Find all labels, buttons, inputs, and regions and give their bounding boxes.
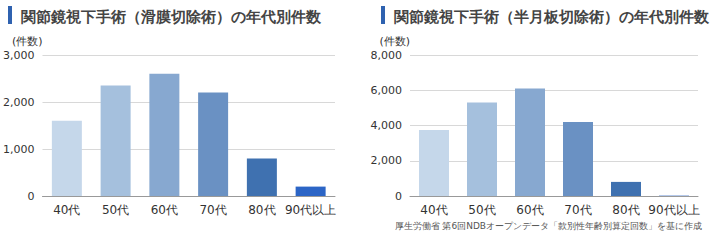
svg-text:2,000: 2,000 [371, 154, 403, 167]
svg-text:80代: 80代 [248, 203, 275, 217]
svg-text:4,000: 4,000 [371, 119, 403, 132]
svg-text:0: 0 [395, 190, 402, 203]
svg-text:40代: 40代 [420, 203, 447, 217]
svg-text:関節鏡視下手術（滑膜切除術）の年代別件数: 関節鏡視下手術（滑膜切除術）の年代別件数 [21, 8, 322, 26]
svg-text:6,000: 6,000 [371, 84, 403, 97]
svg-text:8,000: 8,000 [371, 49, 403, 62]
svg-text:60代: 60代 [151, 203, 178, 217]
svg-text:70代: 70代 [199, 203, 226, 217]
svg-text:60代: 60代 [516, 203, 543, 217]
svg-text:90代以上: 90代以上 [285, 203, 336, 217]
svg-text:80代: 80代 [612, 203, 639, 217]
svg-text:(件数): (件数) [12, 35, 43, 48]
svg-text:関節鏡視下手術（半月板切除術）の年代別件数: 関節鏡視下手術（半月板切除術）の年代別件数 [394, 8, 710, 26]
svg-text:50代: 50代 [102, 203, 129, 217]
svg-text:1,000: 1,000 [3, 143, 35, 156]
svg-text:40代: 40代 [53, 203, 80, 217]
svg-text:70代: 70代 [564, 203, 591, 217]
svg-text:3,000: 3,000 [3, 49, 35, 62]
svg-text:(件数): (件数) [379, 35, 410, 48]
svg-text:50代: 50代 [468, 203, 495, 217]
svg-text:90代以上: 90代以上 [648, 203, 699, 217]
svg-text:0: 0 [27, 190, 34, 203]
svg-text:2,000: 2,000 [3, 96, 35, 109]
svg-text:厚生労働省 第6回NDBオープンデータ「款別性年齢別算定回数: 厚生労働省 第6回NDBオープンデータ「款別性年齢別算定回数」を基に作成 [395, 221, 702, 231]
